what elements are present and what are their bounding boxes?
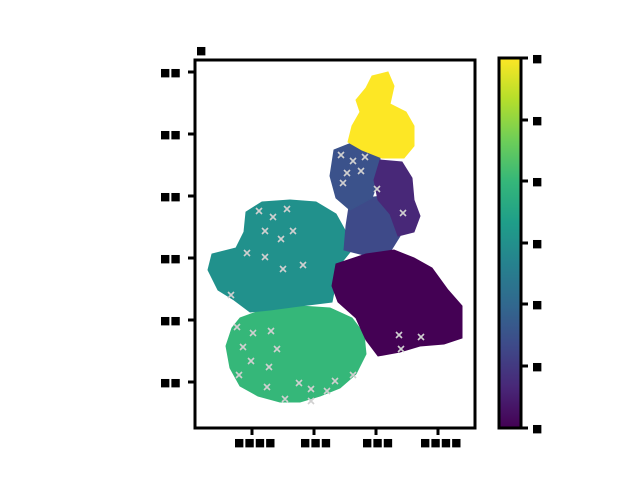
marker-cluster-east	[395, 331, 425, 353]
colorbar-tick-labels: ■ ■ ■ ■ ■ ■ ■	[532, 52, 542, 435]
x-tick-label: ■■■	[300, 436, 331, 449]
region-west	[207, 199, 351, 313]
y-tick-label: ■■	[160, 128, 181, 141]
region-north-top	[347, 71, 415, 159]
colorbar-ticks	[521, 56, 528, 430]
colorbar-tick-label: ■	[532, 175, 542, 188]
top-left-label: ■	[196, 44, 206, 57]
x-tick-labels: ■■■■ ■■■ ■■■ ■■■■	[234, 436, 462, 449]
colorbar	[497, 56, 523, 430]
map-axis-ticks	[188, 70, 440, 435]
colorbar-tick-label: ■	[532, 422, 542, 435]
map-markers	[227, 151, 425, 405]
colorbar-tick-label: ■	[532, 298, 542, 311]
marker-cluster-north	[337, 151, 407, 217]
y-tick-label: ■■	[160, 190, 181, 203]
y-tick-label: ■■	[160, 252, 181, 265]
region-east-lower	[331, 249, 463, 357]
colorbar-tick-label: ■	[532, 237, 542, 250]
marker-cluster-west	[227, 205, 307, 299]
y-tick-label: ■■	[160, 66, 181, 79]
x-tick-label: ■■■■	[420, 436, 462, 449]
colorbar-tick-label: ■	[532, 360, 542, 373]
y-tick-label: ■■	[160, 376, 181, 389]
x-tick-label: ■■■■	[234, 436, 276, 449]
region-east-upper	[373, 159, 421, 237]
colorbar-tick-label: ■	[532, 52, 542, 65]
y-tick-labels: ■■ ■■ ■■ ■■ ■■ ■■	[160, 66, 181, 389]
x-tick-label: ■■■	[362, 436, 393, 449]
region-south	[225, 305, 367, 403]
y-tick-label: ■■	[160, 314, 181, 327]
map-regions	[207, 71, 463, 403]
marker-cluster-south	[233, 323, 357, 405]
colorbar-tick-label: ■	[532, 114, 542, 127]
